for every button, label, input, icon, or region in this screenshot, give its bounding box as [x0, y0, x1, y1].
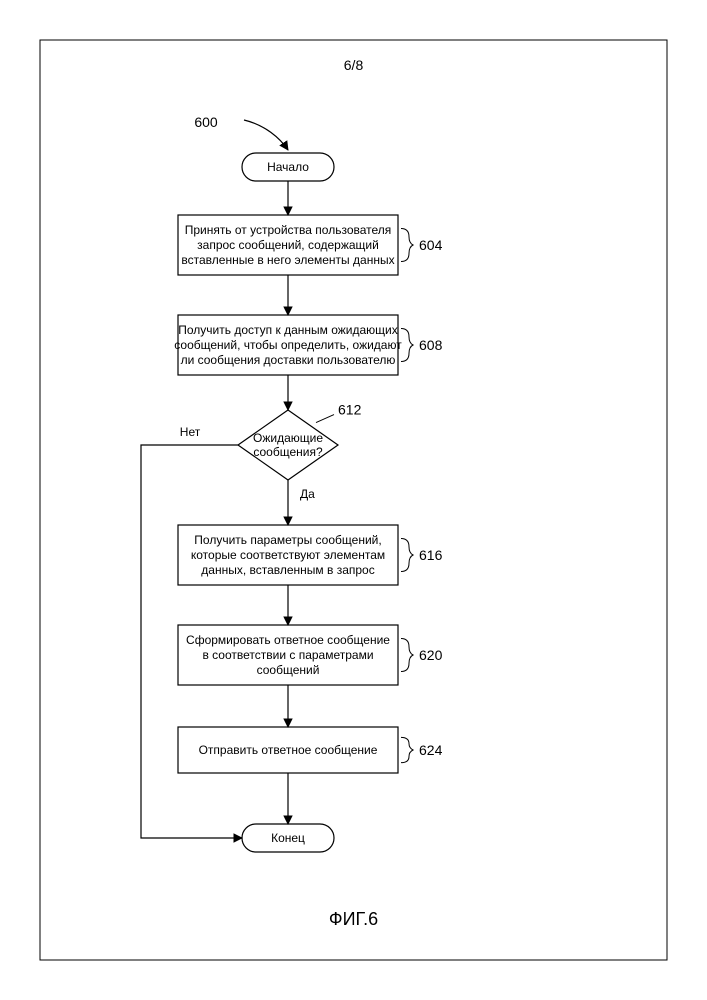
- n608-text-line: ли сообщения доставки пользователю: [181, 353, 396, 367]
- n624-text-line: Отправить ответное сообщение: [199, 743, 378, 757]
- n608-text-line: Получить доступ к данным ожидающих: [178, 323, 397, 337]
- n612-ref-leader: [316, 415, 334, 423]
- n612-text-line: Ожидающие: [253, 431, 323, 445]
- n612-text-line: сообщения?: [253, 445, 323, 459]
- edge-label-no: Нет: [180, 425, 201, 439]
- figure-ref-label: 600: [194, 114, 218, 130]
- n620-ref-brace: [401, 639, 413, 672]
- n604-ref: 604: [419, 237, 443, 253]
- n616-ref: 616: [419, 547, 443, 563]
- n620-text-line: в соответствии с параметрами: [202, 648, 373, 662]
- figure-ref-arrow: [244, 120, 288, 150]
- n624-ref-brace: [401, 737, 413, 762]
- n620-text-line: Сформировать ответное сообщение: [186, 633, 390, 647]
- n608-text-line: сообщений, чтобы определить, ожидают: [174, 338, 402, 352]
- start-label: Начало: [267, 160, 309, 174]
- n620-text-line: сообщений: [257, 663, 320, 677]
- n616-text-line: которые соответствуют элементам: [191, 548, 385, 562]
- n608-ref: 608: [419, 337, 443, 353]
- n604-text-line: запрос сообщений, содержащий: [197, 238, 379, 252]
- n616-ref-brace: [401, 539, 413, 572]
- n624-ref: 624: [419, 742, 443, 758]
- edge-label-Да: Да: [300, 487, 315, 501]
- n604-text-line: вставленные в него элементы данных: [181, 253, 394, 267]
- n608-ref-brace: [401, 329, 413, 362]
- n604-text-line: Принять от устройства пользователя: [185, 223, 392, 237]
- n616-text-line: Получить параметры сообщений,: [194, 533, 381, 547]
- end-label: Конец: [271, 831, 305, 845]
- n604-ref-brace: [401, 229, 413, 262]
- page-number: 6/8: [344, 57, 364, 73]
- n616-text-line: данных, вставленным в запрос: [201, 563, 374, 577]
- n612-ref: 612: [338, 402, 362, 418]
- figure-caption: ФИГ.6: [329, 909, 378, 929]
- n620-ref: 620: [419, 647, 443, 663]
- page-border: [40, 40, 667, 960]
